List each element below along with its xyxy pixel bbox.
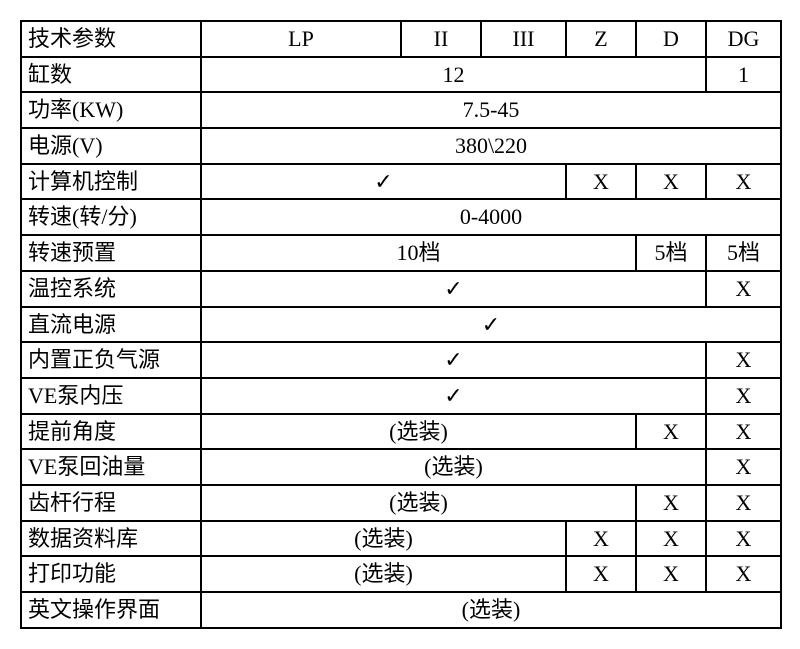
row-ve-return: VE泵回油量 (选装) X — [21, 449, 781, 485]
row-ve-pressure: VE泵内压 ✓ X — [21, 378, 781, 414]
cell-value: 10档 — [201, 235, 636, 271]
row-label: 打印功能 — [21, 556, 201, 592]
row-label: 缸数 — [21, 57, 201, 93]
row-rpm: 转速(转/分) 0-4000 — [21, 199, 781, 235]
col-header-dg: DG — [706, 21, 781, 57]
row-label: 计算机控制 — [21, 164, 201, 200]
cell-value: ✓ — [201, 342, 706, 378]
col-header-ii: II — [401, 21, 481, 57]
row-label: 温控系统 — [21, 271, 201, 307]
row-print: 打印功能 (选装) X X X — [21, 556, 781, 592]
row-label: VE泵回油量 — [21, 449, 201, 485]
row-temp-ctrl: 温控系统 ✓ X — [21, 271, 781, 307]
col-header-z: Z — [566, 21, 636, 57]
cell-value: 12 — [201, 57, 706, 93]
cell-value: X — [706, 414, 781, 450]
cell-value: X — [706, 521, 781, 557]
row-label: 数据资料库 — [21, 521, 201, 557]
cell-value: X — [566, 556, 636, 592]
row-computer: 计算机控制 ✓ X X X — [21, 164, 781, 200]
row-label: 英文操作界面 — [21, 592, 201, 628]
row-voltage: 电源(V) 380\220 — [21, 128, 781, 164]
cell-value: (选装) — [201, 485, 636, 521]
spec-table-container: 技术参数 LP II III Z D DG 缸数 12 1 功率(KW) 7.5… — [20, 20, 780, 629]
cell-value: X — [706, 485, 781, 521]
cell-value: X — [566, 521, 636, 557]
cell-value: X — [636, 164, 706, 200]
row-english-ui: 英文操作界面 (选装) — [21, 592, 781, 628]
cell-value: X — [636, 485, 706, 521]
row-dc-power: 直流电源 ✓ — [21, 307, 781, 343]
cell-value: 0-4000 — [201, 199, 781, 235]
row-cylinders: 缸数 12 1 — [21, 57, 781, 93]
row-advance: 提前角度 (选装) X X — [21, 414, 781, 450]
row-label: 转速(转/分) — [21, 199, 201, 235]
cell-value: 5档 — [706, 235, 781, 271]
table-header-row: 技术参数 LP II III Z D DG — [21, 21, 781, 57]
row-label: 提前角度 — [21, 414, 201, 450]
row-database: 数据资料库 (选装) X X X — [21, 521, 781, 557]
row-label: 转速预置 — [21, 235, 201, 271]
col-header-iii: III — [481, 21, 566, 57]
cell-value: (选装) — [201, 556, 566, 592]
cell-value: 1 — [706, 57, 781, 93]
row-label: 电源(V) — [21, 128, 201, 164]
row-rack-travel: 齿杆行程 (选装) X X — [21, 485, 781, 521]
cell-value: ✓ — [201, 378, 706, 414]
cell-value: X — [636, 521, 706, 557]
cell-value: ✓ — [201, 307, 781, 343]
row-label: 内置正负气源 — [21, 342, 201, 378]
cell-value: X — [636, 556, 706, 592]
cell-value: X — [706, 271, 781, 307]
cell-value: X — [706, 378, 781, 414]
cell-value: X — [706, 556, 781, 592]
row-air-source: 内置正负气源 ✓ X — [21, 342, 781, 378]
row-label: 齿杆行程 — [21, 485, 201, 521]
cell-value: (选装) — [201, 414, 636, 450]
row-power: 功率(KW) 7.5-45 — [21, 92, 781, 128]
col-header-lp: LP — [201, 21, 401, 57]
col-header-d: D — [636, 21, 706, 57]
cell-value: 5档 — [636, 235, 706, 271]
cell-value: 7.5-45 — [201, 92, 781, 128]
row-label: VE泵内压 — [21, 378, 201, 414]
cell-value: (选装) — [201, 592, 781, 628]
cell-value: ✓ — [201, 271, 706, 307]
col-header-param: 技术参数 — [21, 21, 201, 57]
cell-value: X — [636, 414, 706, 450]
cell-value: ✓ — [201, 164, 566, 200]
row-label: 功率(KW) — [21, 92, 201, 128]
cell-value: X — [706, 342, 781, 378]
cell-value: (选装) — [201, 449, 706, 485]
cell-value: 380\220 — [201, 128, 781, 164]
cell-value: X — [706, 449, 781, 485]
row-rpm-preset: 转速预置 10档 5档 5档 — [21, 235, 781, 271]
cell-value: (选装) — [201, 521, 566, 557]
spec-table: 技术参数 LP II III Z D DG 缸数 12 1 功率(KW) 7.5… — [20, 20, 782, 629]
cell-value: X — [706, 164, 781, 200]
cell-value: X — [566, 164, 636, 200]
row-label: 直流电源 — [21, 307, 201, 343]
